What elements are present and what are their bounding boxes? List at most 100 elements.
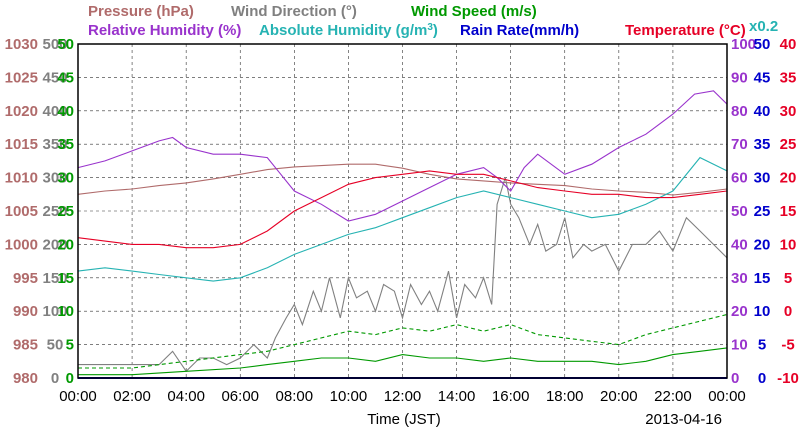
plot-frame — [77, 43, 728, 379]
date-label: 2013-04-16 — [645, 411, 722, 428]
pressure-tick: 980 — [13, 370, 38, 387]
rain_rate-tick: 45 — [754, 69, 771, 86]
wind_speed-tick: 50 — [57, 36, 74, 53]
wind_direction-tick: 450 — [42, 69, 67, 86]
x-tick: 10:00 — [330, 388, 368, 405]
pressure-tick: 1020 — [5, 103, 38, 120]
pressure-tick: 1015 — [5, 136, 38, 153]
x-tick: 02:00 — [113, 388, 151, 405]
legend-absolute_humidity: Absolute Humidity (g/m3) — [259, 22, 438, 40]
relative_humidity-tick: 20 — [731, 303, 748, 320]
series-relative_humidity — [77, 90, 728, 222]
x-tick: 06:00 — [221, 388, 259, 405]
temperature-tick: 10 — [780, 236, 797, 253]
series-absolute_humidity — [77, 156, 728, 282]
series-temperature — [77, 170, 728, 249]
legend-row-2: Relative Humidity (%) Absolute Humidity (… — [88, 18, 778, 39]
wind_direction-tick: 400 — [42, 103, 67, 120]
pressure-tick: 1025 — [5, 69, 38, 86]
pressure-tick: 990 — [13, 303, 38, 320]
relative_humidity-tick: 90 — [731, 69, 748, 86]
relative_humidity-tick: 70 — [731, 136, 748, 153]
series-wind_direction — [78, 177, 728, 373]
wind_direction-tick: 100 — [42, 303, 67, 320]
pressure-tick: 995 — [13, 270, 38, 287]
pressure-tick: 1030 — [5, 36, 38, 53]
wind_direction-tick: 300 — [42, 170, 67, 187]
rain_rate-tick: 30 — [754, 170, 771, 187]
relative_humidity-tick: 100 — [731, 36, 756, 53]
relative_humidity-tick: 80 — [731, 103, 748, 120]
temperature-tick: -10 — [777, 370, 799, 387]
x-axis: 00:00 02:00 04:00 06:00 08:00 10:00 12:00 14:00… — [59, 388, 746, 405]
rain_rate-tick: 20 — [754, 236, 771, 253]
wind_speed-tick: 20 — [57, 236, 74, 253]
wind_direction-tick: 50 — [47, 337, 64, 354]
rain_rate-tick: 15 — [754, 270, 771, 287]
legend-wind_direction: Wind Direction (°) — [231, 3, 357, 20]
grid — [78, 44, 727, 378]
x-tick: 08:00 — [276, 388, 314, 405]
wind_speed-tick: 40 — [57, 103, 74, 120]
wind_speed-tick: 35 — [57, 136, 74, 153]
legend-multiplier: x0.2 — [749, 18, 778, 35]
pressure-tick: 1010 — [5, 170, 38, 187]
pressure-tick: 985 — [13, 337, 38, 354]
temperature-tick: 5 — [784, 270, 792, 287]
rain_rate-tick: 50 — [754, 36, 771, 53]
relative_humidity-tick: 0 — [731, 370, 739, 387]
right-axes: 0102030405060708090100051015202530354045… — [731, 36, 799, 387]
temperature-tick: 20 — [780, 170, 797, 187]
rain_rate-tick: 0 — [758, 370, 766, 387]
temperature-tick: 30 — [780, 103, 797, 120]
wind_direction-tick: 250 — [42, 203, 67, 220]
wind_speed-tick: 0 — [66, 370, 74, 387]
left-axes: 9809859909951000100510101015102010251030… — [5, 36, 74, 387]
wind_direction-tick: 0 — [51, 370, 59, 387]
temperature-tick: -5 — [781, 337, 794, 354]
wind_direction-tick: 150 — [42, 270, 67, 287]
legend-wind_speed: Wind Speed (m/s) — [411, 3, 537, 20]
legend-pressure: Pressure (hPa) — [88, 3, 194, 20]
rain_rate-tick: 25 — [754, 203, 771, 220]
legend-temperature: Temperature (°C) — [625, 22, 746, 39]
x-tick: 20:00 — [600, 388, 638, 405]
wind_direction-tick: 200 — [42, 236, 67, 253]
legend-relative_humidity: Relative Humidity (%) — [88, 22, 241, 39]
wind_direction-tick: 500 — [42, 36, 67, 53]
relative_humidity-tick: 30 — [731, 270, 748, 287]
x-tick: 00:00 — [59, 388, 97, 405]
x-tick: 14:00 — [438, 388, 476, 405]
legend-row-1: Pressure (hPa) Wind Direction (°) Wind Spe… — [88, 3, 537, 20]
rain_rate-tick: 10 — [754, 303, 771, 320]
relative_humidity-tick: 10 — [731, 337, 748, 354]
x-tick: 22:00 — [654, 388, 692, 405]
relative_humidity-tick: 40 — [731, 236, 748, 253]
temperature-tick: 35 — [780, 69, 797, 86]
x-tick: 00:00 — [708, 388, 746, 405]
wind_speed-tick: 30 — [57, 170, 74, 187]
wind_speed-tick: 15 — [57, 270, 74, 287]
series-wind_speed — [78, 347, 728, 376]
x-tick: 12:00 — [384, 388, 422, 405]
x-tick: 18:00 — [546, 388, 584, 405]
temperature-tick: 25 — [780, 136, 797, 153]
relative_humidity-tick: 60 — [731, 170, 748, 187]
wind_speed-tick: 10 — [57, 303, 74, 320]
pressure-tick: 1005 — [5, 203, 38, 220]
temperature-tick: 15 — [780, 203, 797, 220]
rain_rate-tick: 40 — [754, 103, 771, 120]
pressure-tick: 1000 — [5, 236, 38, 253]
legend-rain_rate: Rain Rate(mm/h) — [460, 22, 579, 39]
rain_rate-tick: 5 — [758, 337, 766, 354]
relative_humidity-tick: 50 — [731, 203, 748, 220]
wind_speed-tick: 45 — [57, 69, 74, 86]
rain_rate-tick: 35 — [754, 136, 771, 153]
x-tick: 04:00 — [167, 388, 205, 405]
series-pressure — [77, 163, 728, 196]
series-wind_speed_gust — [78, 313, 728, 369]
temperature-tick: 0 — [784, 303, 792, 320]
temperature-tick: 40 — [780, 36, 797, 53]
wind_direction-tick: 350 — [42, 136, 67, 153]
